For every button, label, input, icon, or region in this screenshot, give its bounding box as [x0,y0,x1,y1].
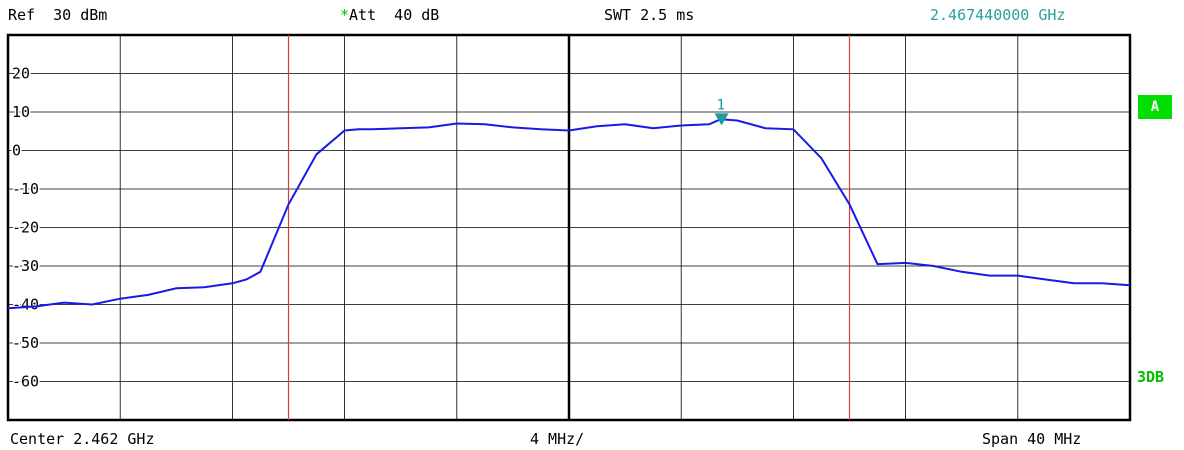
marker-label: 1 [717,97,725,113]
attenuation-label: *Att 40 dB [340,6,439,24]
att-star: * [340,6,350,24]
y-tick-label: -40 [12,296,39,314]
y-tick-label: 20 [12,65,30,83]
sweep-time-label: SWT 2.5 ms [604,6,695,24]
y-tick-label: -30 [12,257,39,275]
att-value: Att 40 dB [349,6,440,24]
span-label: Span 40 MHz [982,430,1082,448]
y-tick-labels: 20 10 0 -10 -20 -30 -40 -50 -60 [11,63,41,392]
reference-lines [287,35,851,420]
y-tick-label: 0 [12,142,21,160]
center-frequency-label: Center 2.462 GHz [10,430,155,448]
mode-label: 3DB [1137,368,1165,386]
marker-frequency-label: 2.467440000 GHz [930,6,1066,24]
trace-badge[interactable]: A [1138,95,1172,119]
grid [8,35,1130,420]
y-tick-label: -10 [12,180,39,198]
marker-1[interactable]: 1 [714,97,729,126]
y-tick-label: -20 [12,219,39,237]
marker-triangle[interactable] [714,113,729,126]
trace-line [7,118,1131,310]
y-tick-label: -50 [12,334,39,352]
y-tick-label: 10 [12,103,30,121]
ref-level-label: Ref 30 dBm [8,6,108,24]
division-label: 4 MHz/ [530,430,585,448]
y-tick-label: -60 [12,373,39,391]
